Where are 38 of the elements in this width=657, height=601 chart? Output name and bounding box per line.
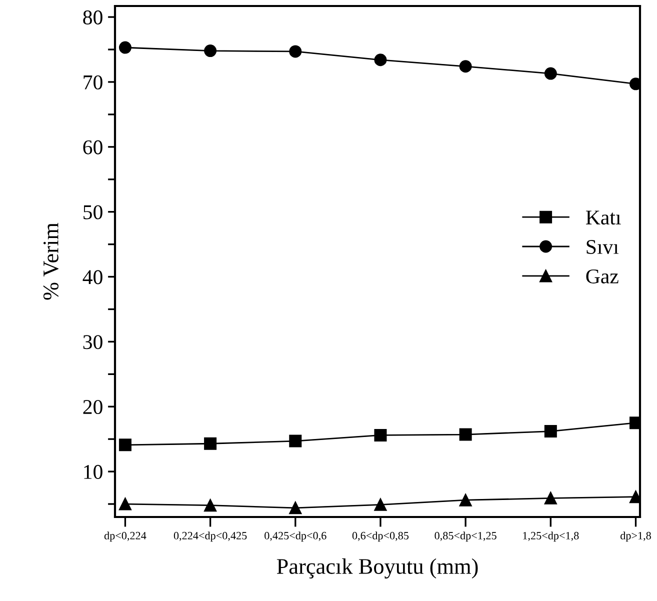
- x-tick-label: 0,224<dp<0,425: [174, 532, 247, 542]
- point: [544, 425, 557, 438]
- point: [459, 428, 472, 441]
- point: [374, 498, 387, 511]
- point: [289, 45, 302, 58]
- point: [118, 498, 132, 510]
- x-tick-label: 0,6<dp<0,85: [352, 532, 409, 542]
- legend-label: Gaz: [586, 269, 618, 284]
- y-tick-label: 30: [83, 335, 102, 350]
- point: [289, 434, 302, 448]
- point: [374, 54, 387, 66]
- y-tick-label: 80: [83, 10, 102, 24]
- legend-label: Sıvı: [586, 240, 619, 254]
- point: [289, 502, 302, 514]
- y-tick-label: 20: [83, 400, 102, 414]
- legend-label: Katı: [586, 210, 621, 225]
- x-tick-label: dp<0,224: [104, 532, 146, 542]
- y-tick-label: 50: [84, 205, 102, 220]
- point: [204, 44, 217, 58]
- y-axis-title: % Verim: [43, 222, 59, 300]
- y-tick-label: 60: [83, 140, 102, 154]
- y-tick-label: 10: [84, 464, 102, 479]
- point: [118, 438, 132, 452]
- y-tick-label: 70: [84, 75, 102, 90]
- x-tick-label: 1,25<dp<1,8: [523, 532, 579, 542]
- y-tick-label: 40: [82, 270, 102, 284]
- point: [374, 428, 387, 442]
- point: [459, 60, 472, 73]
- point: [544, 67, 557, 80]
- x-axis-title: Parçacık Boyutu (mm): [276, 558, 478, 579]
- point: [204, 499, 217, 512]
- x-tick-label: 0,425<dp<0,6: [264, 532, 326, 542]
- point: [544, 492, 557, 504]
- point: [204, 437, 217, 450]
- x-tick-label: dp>1,8: [620, 532, 651, 542]
- x-tick-label: 0,85<dp<1,25: [434, 532, 496, 542]
- point: [118, 41, 132, 54]
- point: [459, 494, 472, 506]
